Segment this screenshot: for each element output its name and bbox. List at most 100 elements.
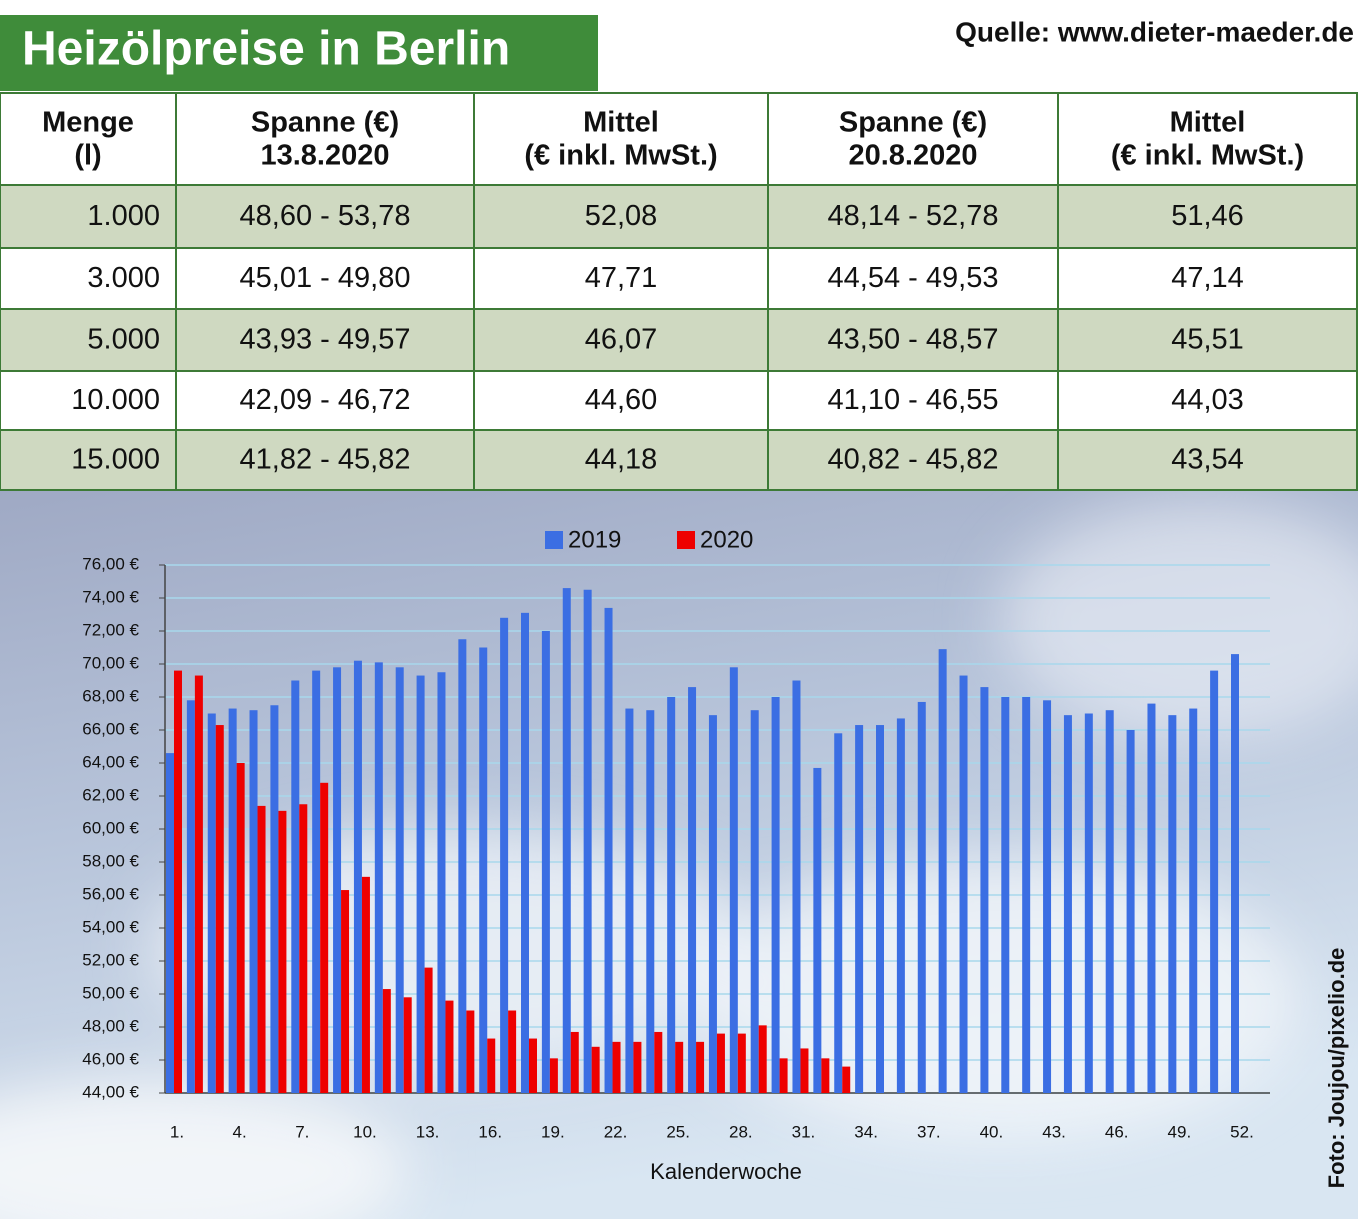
bar <box>604 607 613 1093</box>
bar <box>341 890 350 1093</box>
table-cell: 51,46 <box>1171 200 1244 232</box>
bar <box>737 1033 746 1093</box>
bar <box>437 672 446 1093</box>
bar <box>215 725 224 1093</box>
y-tick-label: 50,00 € <box>82 983 139 1002</box>
table-cell: 44,54 - 49,53 <box>828 262 999 294</box>
bar <box>1189 708 1198 1093</box>
bar <box>792 680 801 1093</box>
bar <box>500 617 509 1093</box>
header-cell: Spanne (€) <box>839 107 987 139</box>
bar <box>521 612 529 1093</box>
bar <box>896 718 905 1093</box>
table-cell: 47,71 <box>585 262 658 294</box>
bar <box>834 733 843 1093</box>
table-cell: 5.000 <box>87 324 160 356</box>
bar <box>633 1041 642 1093</box>
y-tick-label: 64,00 € <box>82 752 139 771</box>
bar <box>1231 654 1239 1093</box>
legend-label: 2019 <box>568 526 621 553</box>
bar <box>458 639 467 1093</box>
table-cell: 10.000 <box>71 384 160 416</box>
bar <box>675 1041 684 1093</box>
table-row <box>0 430 1358 490</box>
y-tick-label: 76,00 € <box>82 554 139 573</box>
y-tick-label: 60,00 € <box>82 818 139 837</box>
y-tick-label: 66,00 € <box>82 719 139 738</box>
bar <box>729 667 738 1093</box>
bar <box>779 1058 788 1093</box>
bar <box>270 705 279 1093</box>
table-cell: 52,08 <box>585 200 658 232</box>
legend-swatch <box>677 531 695 549</box>
header-cell: (l) <box>74 140 101 172</box>
bar <box>529 1038 537 1093</box>
legend-label: 2020 <box>700 526 753 553</box>
bar <box>1126 730 1135 1093</box>
bar <box>541 631 550 1093</box>
bar <box>186 700 195 1093</box>
bar <box>1105 710 1114 1093</box>
header-cell: Spanne (€) <box>251 107 399 139</box>
y-tick-label: 58,00 € <box>82 851 139 870</box>
bar <box>236 763 245 1093</box>
bar <box>479 647 488 1093</box>
bar <box>194 675 203 1093</box>
bar <box>278 810 287 1093</box>
table-row <box>0 309 1358 371</box>
bar <box>249 710 258 1093</box>
bar <box>1043 700 1052 1093</box>
header-cell: (€ inkl. MwSt.) <box>524 140 717 172</box>
bar <box>549 1058 558 1093</box>
y-tick-label: 56,00 € <box>82 884 139 903</box>
bar <box>166 753 174 1093</box>
bar <box>938 649 947 1093</box>
y-tick-label: 72,00 € <box>82 620 139 639</box>
bar <box>353 660 362 1093</box>
table-cell: 1.000 <box>87 200 160 232</box>
bar <box>842 1066 851 1093</box>
header-cell: (€ inkl. MwSt.) <box>1111 140 1304 172</box>
bar <box>980 687 989 1093</box>
table-cell: 41,10 - 46,55 <box>828 384 999 416</box>
x-tick-label: 31. <box>792 1122 816 1141</box>
bar <box>716 1033 725 1093</box>
table-cell: 47,14 <box>1171 262 1244 294</box>
table-cell: 43,50 - 48,57 <box>828 324 999 356</box>
x-tick-label: 28. <box>729 1122 753 1141</box>
bar <box>625 708 634 1093</box>
bar <box>917 701 926 1093</box>
y-tick-label: 74,00 € <box>82 587 139 606</box>
x-tick-label: 4. <box>233 1122 247 1141</box>
bar <box>667 697 676 1093</box>
bar <box>1084 713 1093 1093</box>
bar <box>395 667 404 1093</box>
chart: 44,00 € 46,00 € 48,00 € 50,00 € 52,00 € 54,00… <box>82 526 1349 1188</box>
header-cell: Mittel <box>1170 107 1246 139</box>
bar <box>487 1038 496 1093</box>
bar <box>320 782 329 1093</box>
x-tick-label: 52. <box>1230 1122 1254 1141</box>
bar <box>1168 715 1177 1093</box>
bar <box>855 725 864 1093</box>
bar <box>570 1031 579 1093</box>
bar <box>708 715 717 1093</box>
table-header <box>0 93 1358 185</box>
table-cell: 45,01 - 49,80 <box>240 262 411 294</box>
source: Quelle: www.dieter-maeder.de <box>955 16 1354 47</box>
bar <box>291 680 300 1093</box>
bar <box>758 1025 767 1093</box>
y-tick-label: 44,00 € <box>82 1082 139 1101</box>
y-tick-label: 52,00 € <box>82 950 139 969</box>
table-cell: 42,09 - 46,72 <box>240 384 411 416</box>
bar <box>821 1058 830 1093</box>
bar <box>612 1041 621 1093</box>
x-tick-label: 13. <box>416 1122 440 1141</box>
table-cell: 44,03 <box>1171 384 1244 416</box>
legend-swatch <box>545 531 563 549</box>
y-tick-label: 48,00 € <box>82 1016 139 1035</box>
table-cell: 44,60 <box>585 384 658 416</box>
bar <box>750 710 759 1093</box>
x-axis-title: Kalenderwoche <box>650 1159 802 1184</box>
